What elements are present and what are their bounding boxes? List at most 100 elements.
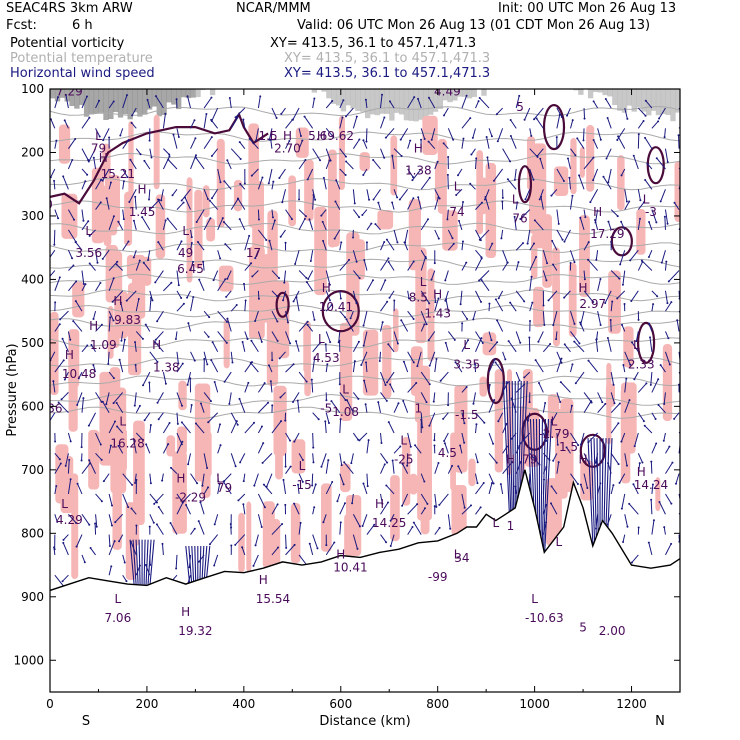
wind-arrow-head [444, 279, 447, 282]
wind-arrow-head [655, 157, 658, 160]
wind-arrow [81, 513, 90, 525]
wind-arrow [149, 424, 152, 434]
wind-arrow-head [262, 442, 265, 445]
wind-arrow-head [112, 277, 115, 280]
legend-wind-xy: XY= 413.5, 36.1 to 457.1,471.3 [284, 66, 491, 81]
wind-arrow-head [276, 320, 279, 323]
wind-arrow-head [433, 444, 436, 447]
pink-shading-streak [134, 467, 140, 546]
wind-arrow-head [649, 336, 652, 339]
wind-arrow [624, 351, 631, 365]
wind-arrow-head [475, 157, 478, 160]
wind-arrow-head [550, 502, 553, 505]
wind-arrow-head [339, 521, 342, 524]
wind-arrow-head [668, 363, 671, 366]
wind-arrow-head [251, 275, 254, 278]
wind-arrow [461, 138, 464, 149]
wind-arrow-head [138, 404, 141, 407]
wind-arrow [569, 120, 574, 129]
pv-shading-cell [466, 89, 473, 99]
pv-label: 4.29 [56, 513, 83, 527]
wind-arrow [163, 282, 172, 292]
wind-arrow [339, 148, 347, 157]
wind-arrow [176, 241, 182, 251]
wind-arrow-head [364, 98, 367, 101]
pv-shading-cell [631, 89, 637, 112]
wind-arrow-head [398, 198, 401, 201]
wind-arrow [312, 98, 315, 109]
pv-shading-cell [59, 89, 66, 98]
wind-arrow-head [494, 298, 497, 301]
wind-arrow-head [470, 153, 473, 156]
pv-contour-blob [542, 103, 566, 151]
wind-arrow [620, 221, 626, 231]
wind-arrow-head [112, 100, 115, 103]
wind-arrow [203, 351, 208, 365]
wind-arrow [434, 527, 441, 535]
wind-arrow-head [312, 193, 315, 196]
pv-contour-blob [579, 433, 606, 468]
wind-arrow [542, 311, 545, 326]
wind-arrow-head [328, 159, 331, 162]
wind-arrow-head [587, 359, 590, 362]
wind-arrow [475, 337, 482, 352]
wind-arrow-head [195, 220, 198, 223]
wind-arrow-head [509, 135, 512, 138]
wind-arrow [351, 493, 354, 504]
wind-arrow-head [57, 217, 60, 220]
wind-arrow [475, 229, 482, 241]
wind-arrow-head [497, 297, 500, 300]
wind-arrow [583, 157, 594, 170]
wind-arrow-head [471, 136, 474, 139]
wind-arrow-head [463, 506, 466, 509]
wind-arrow [420, 508, 426, 515]
wind-arrow [339, 392, 346, 401]
wind-arrow-head [542, 304, 545, 307]
pv-label: H [579, 281, 588, 295]
wind-arrow-head [213, 564, 216, 567]
wind-arrow [658, 107, 666, 119]
y-tick-label: 100 [21, 82, 44, 96]
wind-arrow [280, 392, 286, 398]
wind-arrow-head [125, 299, 128, 302]
wind-arrow-head [265, 238, 268, 241]
wind-arrow-head [630, 561, 633, 564]
wind-arrow [145, 324, 151, 332]
wind-arrow [62, 542, 69, 556]
wind-arrow-head [490, 339, 493, 342]
wind-arrow-head [349, 317, 352, 320]
wind-arrow [176, 290, 182, 299]
wind-arrow-head [465, 261, 468, 264]
wind-arrow [257, 331, 263, 342]
wind-arrow [122, 181, 125, 190]
wind-arrow [475, 249, 482, 258]
wind-arrow [542, 270, 547, 281]
pv-shading-cell [641, 89, 647, 112]
wind-arrow-head [563, 296, 566, 299]
wind-arrow-head [92, 318, 95, 321]
wind-arrow-head [637, 318, 640, 321]
wind-arrow [298, 522, 302, 535]
pv-label: 74 [449, 205, 464, 219]
pv-shading-cell [413, 89, 419, 122]
wind-arrow [570, 432, 579, 446]
wind-arrow [282, 290, 287, 301]
wind-arrow [637, 453, 643, 463]
wind-arrow-head [412, 260, 415, 263]
wind-arrow [619, 473, 626, 484]
wind-arrow-head [616, 138, 619, 141]
wind-arrow [529, 276, 533, 291]
wind-arrow [149, 493, 158, 503]
wind-arrow-head [325, 544, 328, 547]
wind-arrow [81, 181, 86, 190]
wind-arrow [322, 221, 327, 231]
wind-arrow [570, 311, 575, 325]
pink-shading-streak [61, 193, 78, 239]
wind-arrow [460, 290, 463, 305]
wind-arrow-head [629, 259, 632, 262]
south-label: S [82, 714, 90, 729]
wind-arrow [664, 216, 666, 230]
wind-arrow-head [454, 361, 457, 364]
wind-arrow [50, 249, 56, 258]
wind-arrow-head [426, 502, 429, 505]
